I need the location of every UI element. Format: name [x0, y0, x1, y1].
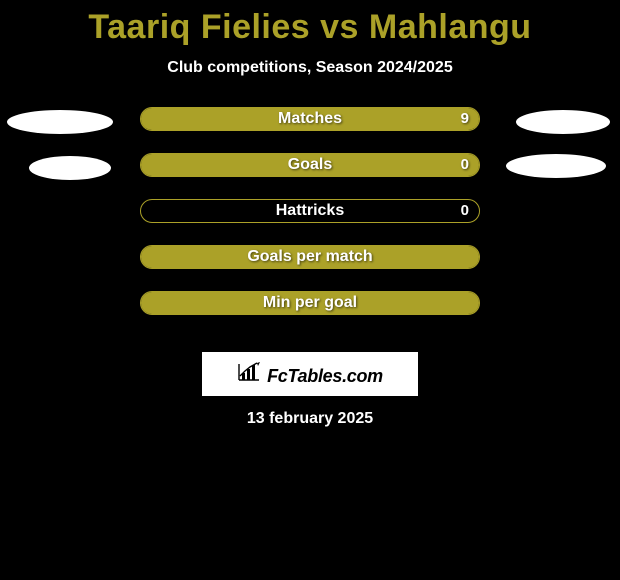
bar-chart-icon [237, 362, 261, 382]
bar-label: Goals per match [141, 246, 479, 268]
decorative-ellipse [29, 156, 111, 180]
brand-logo-inner: FcTables.com [237, 362, 383, 387]
decorative-ellipse [7, 110, 113, 134]
comparison-chart: Matches 9 Goals 0 Hattricks 0 Goals per … [0, 107, 620, 347]
stat-row: Goals per match [140, 245, 480, 269]
bar-label: Hattricks [141, 200, 479, 222]
bar-label: Goals [141, 154, 479, 176]
page-title: Taariq Fielies vs Mahlangu [0, 0, 620, 47]
stat-row: Hattricks 0 [140, 199, 480, 223]
bar-container: Matches 9 Goals 0 Hattricks 0 Goals per … [140, 107, 480, 337]
stat-row: Matches 9 [140, 107, 480, 131]
brand-logo: FcTables.com [202, 352, 418, 396]
bar-value: 0 [461, 154, 469, 176]
date-label: 13 february 2025 [0, 410, 620, 428]
page-subtitle: Club competitions, Season 2024/2025 [0, 59, 620, 77]
bar-label: Matches [141, 108, 479, 130]
stat-row: Goals 0 [140, 153, 480, 177]
stat-row: Min per goal [140, 291, 480, 315]
bar-value: 9 [461, 108, 469, 130]
decorative-ellipse [516, 110, 610, 134]
decorative-ellipse [506, 154, 606, 178]
bar-value: 0 [461, 200, 469, 222]
bar-label: Min per goal [141, 292, 479, 314]
brand-text: FcTables.com [267, 366, 383, 387]
